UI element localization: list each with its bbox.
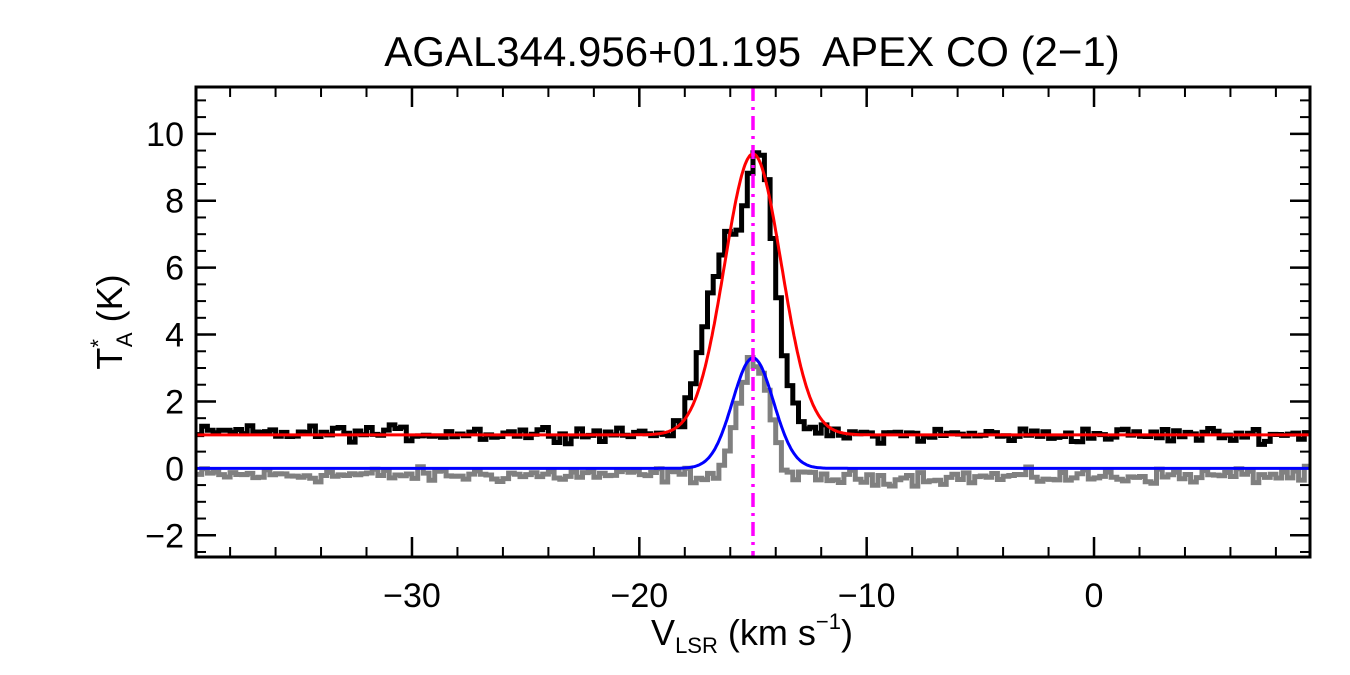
x-axis-label-sub: LSR	[675, 633, 718, 658]
x-tick-label: −20	[610, 577, 668, 615]
y-axis-label-main: T	[89, 348, 130, 370]
chart-title: AGAL344.956+01.195 APEX CO (2−1)	[384, 28, 1120, 75]
y-axis-label-rest: (K)	[89, 274, 130, 332]
y-tick-label: 0	[165, 450, 184, 488]
y-tick-label: 8	[165, 183, 184, 221]
x-axis-label-sup: −1	[816, 609, 841, 634]
y-axis-label-sub: A	[112, 332, 137, 347]
x-tick-label: −10	[838, 577, 896, 615]
x-axis-label-main: V	[651, 612, 675, 653]
y-tick-label: 2	[165, 383, 184, 421]
axis-ticks	[196, 87, 1310, 557]
y-tick-label: −2	[145, 517, 184, 555]
residual-spectrum	[196, 355, 1310, 489]
x-tick-label: 0	[1085, 577, 1104, 615]
x-axis-label-rest: (km s	[718, 612, 816, 653]
x-tick-label: −30	[383, 577, 441, 615]
y-axis-label: T*A (K)	[86, 274, 137, 369]
y-tick-label: 10	[146, 116, 184, 154]
y-tick-label: 4	[165, 317, 184, 355]
y-tick-label: 6	[165, 250, 184, 288]
x-axis-label: VLSR (km s−1)	[651, 609, 853, 658]
series-layer	[196, 87, 1310, 557]
plot-frame	[194, 85, 1312, 559]
x-axis-label-end: )	[841, 612, 853, 653]
y-axis-label-sup: *	[86, 339, 111, 348]
